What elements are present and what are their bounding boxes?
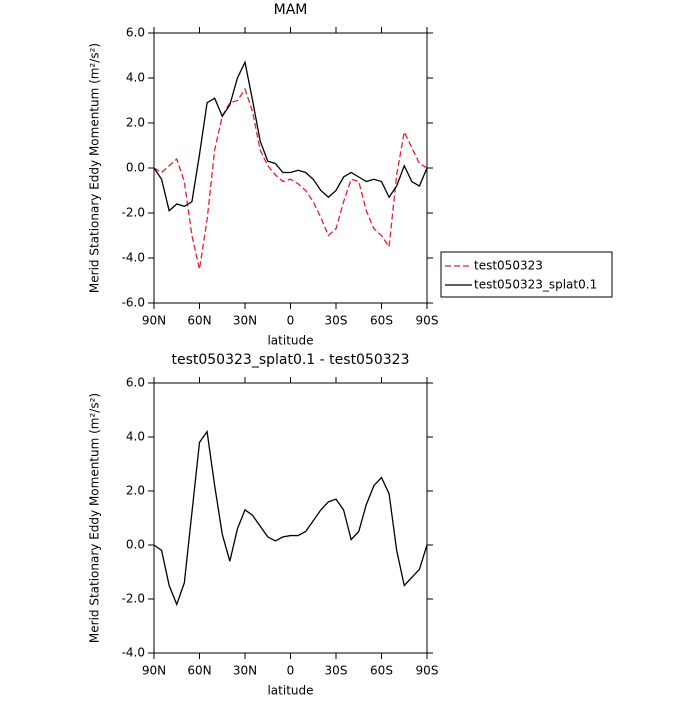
series-line <box>153 60 428 212</box>
series-line <box>153 429 428 607</box>
chart-title: test050323_splat0.1 - test050323 <box>171 352 409 368</box>
y-axis-label: Merid Stationary Eddy Momentum (m²/s²) <box>88 43 102 293</box>
x-tick-label: 60N <box>187 664 211 678</box>
y-axis-label: Merid Stationary Eddy Momentum (m²/s²) <box>88 393 102 643</box>
y-tick-label: 4.0 <box>126 71 145 85</box>
plot-frame <box>153 382 428 654</box>
x-axis-label: latitude <box>267 684 313 698</box>
x-tick-label: 0 <box>287 664 295 678</box>
y-tick-label: -2.0 <box>122 206 145 220</box>
x-tick-label: 60N <box>187 314 211 328</box>
x-axis-label: latitude <box>267 334 313 348</box>
x-tick-label: 90S <box>416 314 439 328</box>
legend-frame <box>440 251 613 298</box>
x-tick-label: 30N <box>233 314 257 328</box>
y-tick-label: -6.0 <box>122 296 145 310</box>
y-tick-label: -2.0 <box>122 592 145 606</box>
y-tick-label: 2.0 <box>126 484 145 498</box>
x-tick-label: 90S <box>416 664 439 678</box>
y-tick-label: -4.0 <box>122 251 145 265</box>
x-tick-label: 30N <box>233 664 257 678</box>
x-tick-label: 60S <box>370 664 393 678</box>
x-tick-label: 30S <box>325 314 348 328</box>
y-tick-label: 0.0 <box>126 161 145 175</box>
x-tick-label: 0 <box>287 314 295 328</box>
plot-frame <box>153 32 428 304</box>
y-tick-label: -4.0 <box>122 646 145 660</box>
chart-title: MAM <box>274 2 308 18</box>
x-tick-label: 60S <box>370 314 393 328</box>
legend-label: test050323_splat0.1 <box>474 278 597 292</box>
y-tick-label: 0.0 <box>126 538 145 552</box>
legend-label: test050323 <box>474 259 543 273</box>
series-line <box>153 87 428 270</box>
y-tick-label: 2.0 <box>126 116 145 130</box>
y-tick-label: 4.0 <box>126 430 145 444</box>
x-tick-label: 90N <box>142 314 166 328</box>
x-tick-label: 90N <box>142 664 166 678</box>
y-tick-label: 6.0 <box>126 26 145 40</box>
y-tick-label: 6.0 <box>126 376 145 390</box>
x-tick-label: 30S <box>325 664 348 678</box>
